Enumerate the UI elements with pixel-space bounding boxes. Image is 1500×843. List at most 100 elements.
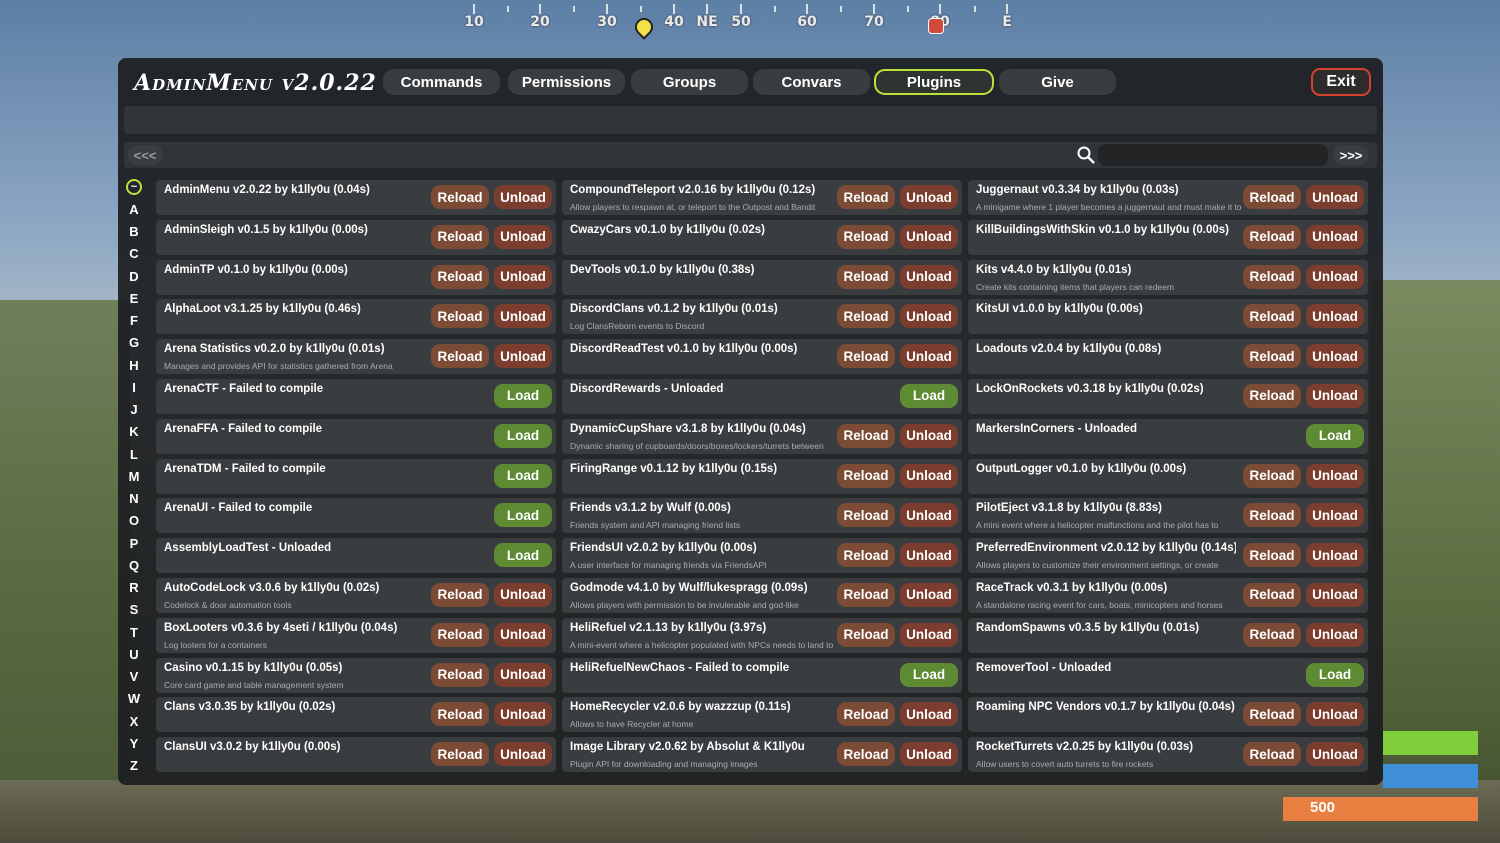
next-page-button[interactable]: >>> — [1334, 145, 1368, 165]
reload-button[interactable]: Reload — [837, 224, 895, 249]
letter-filter-a[interactable]: A — [122, 198, 146, 220]
reload-button[interactable]: Reload — [837, 264, 895, 289]
letter-filter-p[interactable]: P — [122, 532, 146, 554]
letter-filter-w[interactable]: W — [122, 688, 146, 710]
tab-give[interactable]: Give — [999, 69, 1116, 95]
unload-button[interactable]: Unload — [1306, 264, 1364, 289]
reload-button[interactable]: Reload — [837, 742, 895, 767]
tab-permissions[interactable]: Permissions — [508, 69, 625, 95]
unload-button[interactable]: Unload — [900, 742, 958, 767]
reload-button[interactable]: Reload — [1243, 582, 1301, 607]
unload-button[interactable]: Unload — [494, 224, 552, 249]
letter-filter-l[interactable]: L — [122, 443, 146, 465]
unload-button[interactable]: Unload — [494, 582, 552, 607]
reload-button[interactable]: Reload — [431, 344, 489, 369]
reload-button[interactable]: Reload — [431, 582, 489, 607]
letter-filter-i[interactable]: I — [122, 376, 146, 398]
unload-button[interactable]: Unload — [1306, 383, 1364, 408]
reload-button[interactable]: Reload — [1243, 264, 1301, 289]
unload-button[interactable]: Unload — [494, 304, 552, 329]
reload-button[interactable]: Reload — [431, 622, 489, 647]
reload-button[interactable]: Reload — [1243, 463, 1301, 488]
unload-button[interactable]: Unload — [494, 185, 552, 209]
letter-filter-g[interactable]: G — [122, 332, 146, 354]
unload-button[interactable]: Unload — [900, 304, 958, 329]
load-button[interactable]: Load — [494, 543, 552, 568]
load-button[interactable]: Load — [494, 383, 552, 408]
tab-plugins[interactable]: Plugins — [874, 69, 994, 95]
unload-button[interactable]: Unload — [494, 344, 552, 369]
unload-button[interactable]: Unload — [900, 463, 958, 488]
reload-button[interactable]: Reload — [431, 264, 489, 289]
reload-button[interactable]: Reload — [1243, 304, 1301, 329]
reload-button[interactable]: Reload — [1243, 622, 1301, 647]
letter-filter-m[interactable]: M — [122, 465, 146, 487]
unload-button[interactable]: Unload — [494, 622, 552, 647]
letter-filter-k[interactable]: K — [122, 421, 146, 443]
letter-filter-d[interactable]: D — [122, 265, 146, 287]
letter-filter-all[interactable]: ~ — [122, 176, 146, 198]
reload-button[interactable]: Reload — [1243, 344, 1301, 369]
unload-button[interactable]: Unload — [1306, 185, 1364, 209]
reload-button[interactable]: Reload — [837, 503, 895, 528]
reload-button[interactable]: Reload — [431, 742, 489, 767]
unload-button[interactable]: Unload — [1306, 742, 1364, 767]
reload-button[interactable]: Reload — [837, 702, 895, 727]
unload-button[interactable]: Unload — [900, 344, 958, 369]
unload-button[interactable]: Unload — [494, 264, 552, 289]
tab-groups[interactable]: Groups — [631, 69, 748, 95]
reload-button[interactable]: Reload — [837, 543, 895, 568]
exit-button[interactable]: Exit — [1311, 68, 1371, 96]
unload-button[interactable]: Unload — [900, 224, 958, 249]
letter-filter-u[interactable]: U — [122, 643, 146, 665]
letter-filter-o[interactable]: O — [122, 510, 146, 532]
tab-commands[interactable]: Commands — [383, 69, 500, 95]
letter-filter-b[interactable]: B — [122, 221, 146, 243]
reload-button[interactable]: Reload — [837, 622, 895, 647]
letter-filter-r[interactable]: R — [122, 577, 146, 599]
reload-button[interactable]: Reload — [837, 423, 895, 448]
unload-button[interactable]: Unload — [1306, 304, 1364, 329]
reload-button[interactable]: Reload — [1243, 224, 1301, 249]
reload-button[interactable]: Reload — [431, 662, 489, 687]
search-input[interactable] — [1098, 144, 1328, 166]
unload-button[interactable]: Unload — [900, 582, 958, 607]
load-button[interactable]: Load — [1306, 423, 1364, 448]
reload-button[interactable]: Reload — [837, 185, 895, 209]
load-button[interactable]: Load — [494, 423, 552, 448]
unload-button[interactable]: Unload — [1306, 702, 1364, 727]
unload-button[interactable]: Unload — [900, 543, 958, 568]
letter-filter-s[interactable]: S — [122, 599, 146, 621]
reload-button[interactable]: Reload — [431, 702, 489, 727]
letter-filter-f[interactable]: F — [122, 310, 146, 332]
reload-button[interactable]: Reload — [837, 344, 895, 369]
letter-filter-h[interactable]: H — [122, 354, 146, 376]
load-button[interactable]: Load — [1306, 662, 1364, 687]
reload-button[interactable]: Reload — [1243, 742, 1301, 767]
unload-button[interactable]: Unload — [900, 423, 958, 448]
unload-button[interactable]: Unload — [494, 742, 552, 767]
letter-filter-t[interactable]: T — [122, 621, 146, 643]
load-button[interactable]: Load — [900, 662, 958, 687]
letter-filter-v[interactable]: V — [122, 666, 146, 688]
unload-button[interactable]: Unload — [1306, 622, 1364, 647]
unload-button[interactable]: Unload — [1306, 543, 1364, 568]
unload-button[interactable]: Unload — [900, 702, 958, 727]
letter-filter-c[interactable]: C — [122, 243, 146, 265]
letter-filter-q[interactable]: Q — [122, 554, 146, 576]
unload-button[interactable]: Unload — [1306, 582, 1364, 607]
load-button[interactable]: Load — [494, 463, 552, 488]
previous-page-button[interactable]: <<< — [128, 145, 162, 165]
unload-button[interactable]: Unload — [1306, 463, 1364, 488]
letter-filter-x[interactable]: X — [122, 710, 146, 732]
reload-button[interactable]: Reload — [431, 304, 489, 329]
unload-button[interactable]: Unload — [1306, 224, 1364, 249]
letter-filter-n[interactable]: N — [122, 488, 146, 510]
load-button[interactable]: Load — [494, 503, 552, 528]
unload-button[interactable]: Unload — [494, 702, 552, 727]
reload-button[interactable]: Reload — [1243, 543, 1301, 568]
reload-button[interactable]: Reload — [1243, 702, 1301, 727]
unload-button[interactable]: Unload — [900, 185, 958, 209]
letter-filter-z[interactable]: Z — [122, 755, 146, 777]
unload-button[interactable]: Unload — [900, 503, 958, 528]
